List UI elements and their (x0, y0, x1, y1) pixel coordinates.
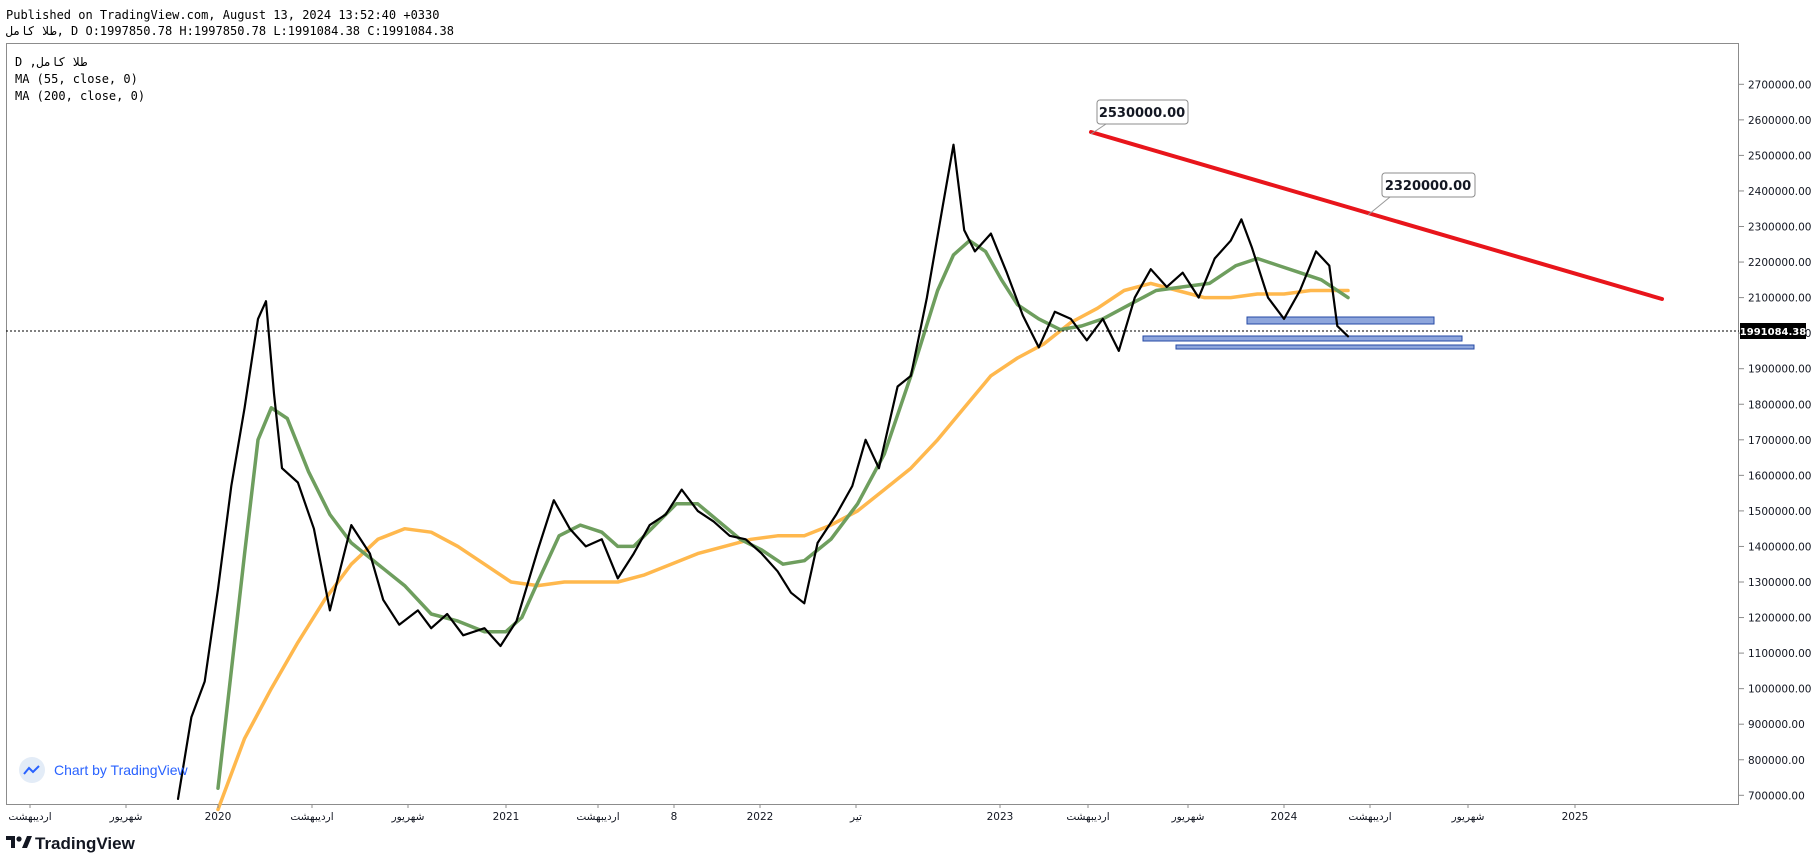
y-tick-label: 2600000.00 (1748, 115, 1811, 127)
chart-by-tradingview[interactable]: Chart by TradingView (19, 757, 188, 783)
tradingview-cloud-icon (19, 757, 45, 783)
y-tick-label: 900000.00 (1748, 719, 1805, 731)
y-tick-label: 2400000.00 (1748, 186, 1811, 198)
y-tick-label: 2500000.00 (1748, 150, 1811, 162)
y-tick-label: 1400000.00 (1748, 541, 1811, 553)
x-tick-label: شهریور (391, 811, 425, 823)
x-tick-label: شهریور (1171, 811, 1205, 823)
tradingview-logo-icon (6, 834, 32, 854)
legend-symbol: D ,ﻃﻼ ﮐﺎﻣﻞ (15, 55, 88, 69)
callout-1[interactable]: 2530000.00 (1090, 99, 1189, 135)
y-tick-label: 700000.00 (1748, 790, 1805, 802)
y-tick-label: 1300000.00 (1748, 577, 1811, 589)
y-tick-label: 1200000.00 (1748, 613, 1811, 625)
y-tick-label: 1600000.00 (1748, 470, 1811, 482)
series-layer (176, 143, 1350, 812)
x-tick-label: اردیبهشت (1348, 811, 1391, 823)
y-tick-label: 2700000.00 (1748, 79, 1811, 91)
y-tick-label: 1900000.00 (1748, 364, 1811, 376)
watermark-text: Chart by TradingView (54, 762, 188, 778)
y-tick-label: 1100000.00 (1748, 648, 1811, 660)
ohlc-readout: ﻃﻼ ﮐﺎﻣﻞ, D O:1997850.78 H:1997850.78 L:1… (6, 24, 454, 38)
last-price-label: 1991084.38 (1740, 323, 1806, 339)
y-tick-label: 1800000.00 (1748, 399, 1811, 411)
x-tick-label: 8 (671, 811, 678, 823)
callout-2-label: 2320000.00 (1385, 179, 1471, 194)
series-price[interactable] (176, 143, 1350, 800)
y-tick-label: 1500000.00 (1748, 506, 1811, 518)
y-tick-label: 2200000.00 (1748, 257, 1811, 269)
x-axis: اردیبهشت شهریور 2020 اردیبهشت شهریور 2021 اردی… (8, 804, 1588, 823)
x-tick-label: 2021 (493, 811, 520, 823)
support-zone-1[interactable] (1246, 316, 1435, 325)
published-info: Published on TradingView.com, August 13,… (6, 8, 440, 22)
x-tick-label: شهریور (109, 811, 143, 823)
x-tick-label: 2022 (747, 811, 774, 823)
x-tick-label: تیر (849, 811, 862, 823)
callout-1-label: 2530000.00 (1099, 106, 1185, 121)
chart-pane[interactable] (6, 43, 1739, 805)
y-axis: 700000.00 800000.00 900000.00 1000000.00 110… (1739, 79, 1811, 802)
x-tick-label: اردیبهشت (8, 811, 51, 823)
x-tick-label: اردیبهشت (576, 811, 619, 823)
x-tick-label: اردیبهشت (1066, 811, 1109, 823)
trendline (1089, 130, 1664, 301)
y-tick-label: 1000000.00 (1748, 684, 1811, 696)
series-ma-200-close-0[interactable] (216, 281, 1350, 812)
x-tick-label: اردیبهشت (290, 811, 333, 823)
y-tick-label: 1700000.00 (1748, 435, 1811, 447)
chart-legend: D ,ﻃﻼ ﮐﺎﻣﻞ MA (55, close, 0) MA (200, cl… (15, 54, 145, 105)
x-tick-label: 2023 (987, 811, 1014, 823)
x-tick-label: 2025 (1562, 811, 1589, 823)
y-tick-label: 2300000.00 (1748, 222, 1811, 234)
support-zone-3[interactable] (1175, 344, 1475, 350)
tradingview-brand[interactable]: TradingView (6, 834, 135, 854)
legend-ma200: MA (200, close, 0) (15, 89, 146, 103)
x-tick-label: 2024 (1271, 811, 1298, 823)
last-price-text: 1991084.38 (1740, 327, 1806, 338)
brand-text: TradingView (35, 834, 135, 853)
support-zone-2[interactable] (1142, 335, 1463, 342)
x-tick-label: 2020 (205, 811, 232, 823)
legend-ma55: MA (55, close, 0) (15, 72, 138, 86)
y-tick-label: 800000.00 (1748, 755, 1805, 767)
callout-2[interactable]: 2320000.00 (1367, 172, 1476, 216)
y-tick-label: 2100000.00 (1748, 293, 1811, 305)
x-tick-label: شهریور (1451, 811, 1485, 823)
support-zones (1142, 316, 1475, 350)
series-ma-55-close-0[interactable] (216, 238, 1350, 790)
